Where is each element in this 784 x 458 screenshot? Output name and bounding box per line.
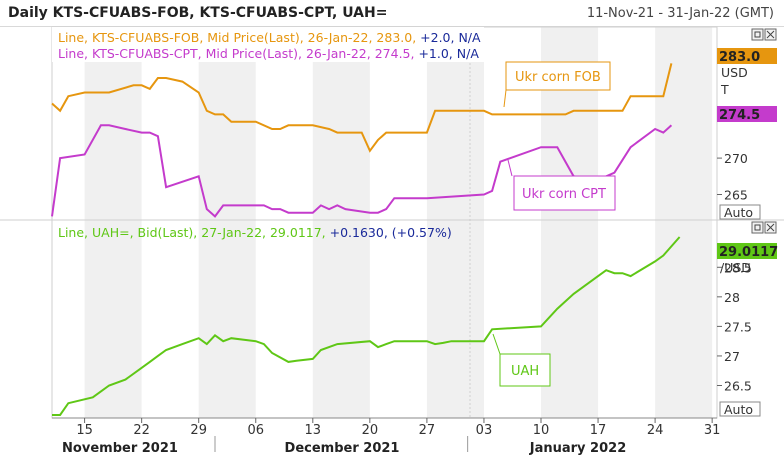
- annotation-fob-label: Ukr corn FOB: [515, 70, 601, 85]
- legend-uah-change: +0.1630, (+0.57%): [330, 225, 452, 240]
- x-tick-label: 03: [476, 423, 493, 438]
- legend-uah[interactable]: Line, UAH=, Bid(Last), 27-Jan-22, 29.011…: [58, 225, 452, 240]
- legend-cpt-change: +1.0, N/A: [418, 46, 479, 61]
- bottom-auto-button[interactable]: Auto: [719, 401, 761, 417]
- week-shade-band: [312, 27, 370, 418]
- annotation-cpt-label: Ukr corn CPT: [522, 187, 606, 202]
- tag-uah: 29.0117: [717, 243, 778, 260]
- week-shade-band: [198, 27, 256, 418]
- x-tick-label: 06: [247, 423, 264, 438]
- bottom-panel-frame: [51, 219, 718, 419]
- month-label: January 2022: [529, 441, 626, 456]
- week-shading: [84, 27, 713, 418]
- tag-cpt-value: 274.5: [719, 108, 760, 123]
- maximize-icon: [754, 31, 761, 38]
- x-tick-label: 24: [647, 423, 664, 438]
- chart-header: Daily KTS-CFUABS-FOB, KTS-CFUABS-CPT, UA…: [0, 0, 784, 27]
- x-tick-label: 27: [419, 423, 436, 438]
- date-range: 11-Nov-21 - 31-Jan-22 (GMT): [586, 6, 774, 21]
- x-tick-label: 22: [133, 423, 150, 438]
- top-y-axis: 265 270: [717, 151, 748, 203]
- bottom-y-axis: 26.5 27 27.5 28 28.5: [717, 260, 752, 393]
- legend-fob[interactable]: Line, KTS-CFUABS-FOB, Mid Price(Last), 2…: [58, 30, 481, 45]
- legend-cpt[interactable]: Line, KTS-CFUABS-CPT, Mid Price(Last), 2…: [58, 46, 479, 61]
- y-tick-label: 270: [724, 151, 748, 166]
- series-line-uah[interactable]: [52, 236, 681, 416]
- legend-fob-change: +2.0, N/A: [420, 30, 481, 45]
- close-icon: [766, 223, 775, 232]
- top-unit-line-1: USD: [721, 65, 748, 80]
- week-shade-band: [426, 27, 484, 418]
- bottom-panel-controls[interactable]: [751, 221, 777, 234]
- y-tick-label: 27.5: [724, 319, 752, 334]
- x-tick-label: 13: [305, 423, 322, 438]
- bottom-auto-label: Auto: [724, 402, 753, 417]
- y-tick-label: 28.5: [724, 260, 752, 275]
- annotation-cpt[interactable]: Ukr corn CPT: [507, 159, 616, 211]
- legend-cpt-text: Line, KTS-CFUABS-CPT, Mid Price(Last), 2…: [58, 46, 418, 61]
- y-tick-label: 27: [724, 349, 740, 364]
- series-line-fob[interactable]: [51, 63, 673, 153]
- tag-fob: 283.0: [717, 48, 777, 65]
- series-line-cpt[interactable]: [51, 124, 673, 218]
- legend-fob-text: Line, KTS-CFUABS-FOB, Mid Price(Last), 2…: [58, 30, 420, 45]
- x-tick-label: 17: [590, 423, 607, 438]
- top-unit-line-2: T: [720, 82, 729, 97]
- y-tick-label: 28: [724, 290, 740, 305]
- y-tick-label: 26.5: [724, 378, 752, 393]
- top-legend-box: [52, 27, 484, 62]
- top-auto-label: Auto: [724, 205, 753, 220]
- annotation-fob[interactable]: Ukr corn FOB: [503, 61, 611, 108]
- x-tick-label: 20: [362, 423, 379, 438]
- close-icon: [766, 30, 775, 39]
- y-tick-label: 265: [724, 188, 748, 203]
- bottom-unit-label: /USD: [720, 260, 751, 275]
- month-label: November 2021: [62, 441, 178, 456]
- week-shade-band: [655, 27, 713, 418]
- annotation-uah[interactable]: UAH: [492, 333, 551, 387]
- legend-uah-text: Line, UAH=, Bid(Last), 27-Jan-22, 29.011…: [58, 225, 330, 240]
- week-shade-band: [541, 27, 599, 418]
- tag-cpt: 274.5: [717, 106, 777, 123]
- x-axis: 15 22 29 06 13 20 27 03 10 17 24 31 November 2021 Dec…: [52, 417, 721, 456]
- month-label: December 2021: [285, 441, 400, 456]
- top-panel-controls[interactable]: [751, 28, 777, 41]
- x-tick-label: 15: [76, 423, 93, 438]
- tag-fob-value: 283.0: [719, 50, 760, 65]
- x-tick-label: 29: [190, 423, 207, 438]
- x-tick-label: 31: [704, 423, 721, 438]
- annotation-uah-label: UAH: [511, 364, 539, 379]
- chart-header-title: Daily KTS-CFUABS-FOB, KTS-CFUABS-CPT, UA…: [8, 5, 388, 21]
- maximize-icon: [754, 224, 761, 231]
- x-tick-label: 10: [533, 423, 550, 438]
- top-auto-button[interactable]: Auto: [719, 204, 761, 220]
- tag-uah-value: 29.0117: [719, 245, 778, 260]
